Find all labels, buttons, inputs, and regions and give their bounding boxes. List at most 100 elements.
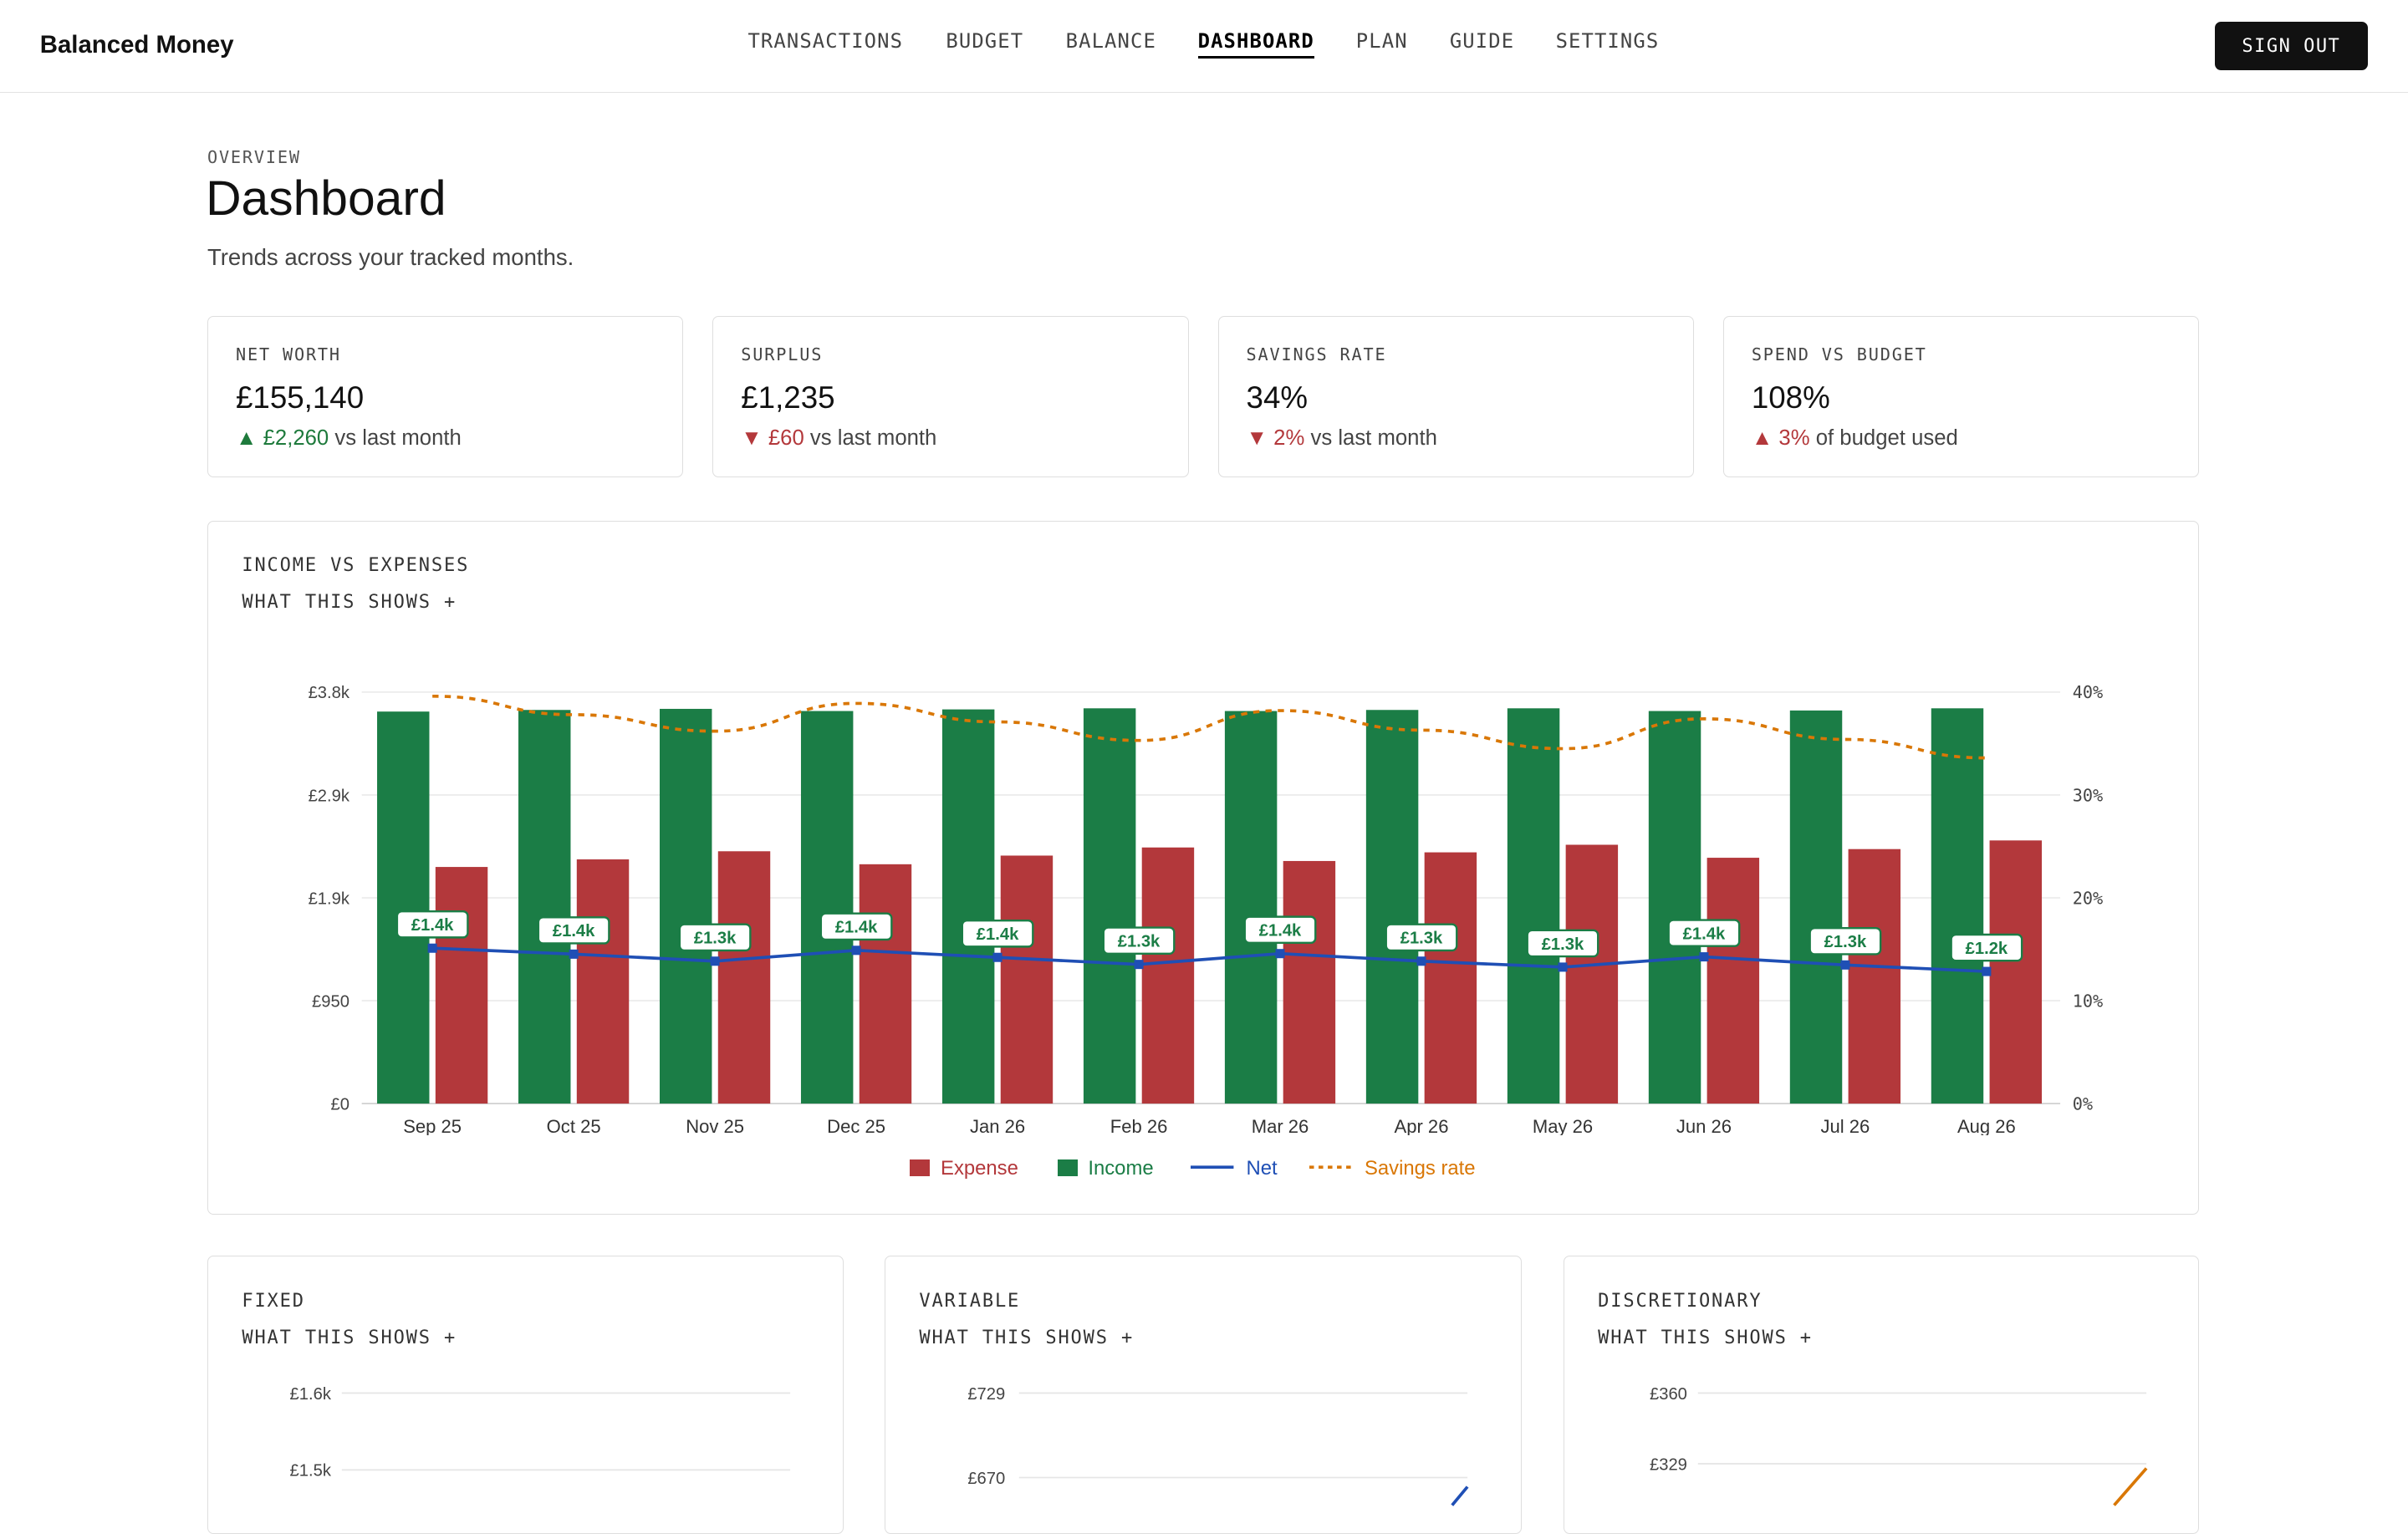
expense-bar <box>1565 844 1619 1103</box>
kpi-card-surplus: SURPLUS £1,235 ▼ £60 vs last month <box>712 316 1189 478</box>
kpi-delta: ▼ 2% vs last month <box>1247 426 1437 451</box>
panel-title: VARIABLE <box>919 1290 1021 1312</box>
kpi-label: SAVINGS RATE <box>1246 344 1387 365</box>
income-bar <box>376 711 430 1103</box>
x-tick-label: May 26 <box>1533 1116 1593 1136</box>
x-tick-label: Sep 25 <box>403 1116 462 1136</box>
legend-expense[interactable]: Expense <box>910 1157 1018 1180</box>
nav-plan[interactable]: PLAN <box>1355 28 1408 53</box>
net-data-label: £1.4k <box>835 918 878 936</box>
legend-savings-dashed-icon <box>1309 1165 1353 1169</box>
nav-transactions[interactable]: TRANSACTIONS <box>747 28 904 53</box>
net-data-label-box <box>819 912 893 940</box>
x-tick-label: Dec 25 <box>827 1116 885 1136</box>
what-this-shows-toggle[interactable]: WHAT THIS SHOWS + <box>242 1327 457 1348</box>
legend-label: Expense <box>941 1157 1018 1180</box>
y-tick-label: £670 <box>967 1470 1005 1488</box>
chart-legend: Expense Income Net Savings rate <box>910 1157 1554 1185</box>
legend-label: Net <box>1246 1157 1278 1180</box>
y-tick-label: £1.9k <box>309 889 350 908</box>
expense-bar <box>1989 839 2042 1103</box>
y-tick-label: £1.5k <box>289 1462 331 1480</box>
income-bar <box>659 708 712 1103</box>
page-eyebrow: OVERVIEW <box>207 147 301 168</box>
discretionary-panel: DISCRETIONARY WHAT THIS SHOWS + £360 £32… <box>1563 1256 2200 1534</box>
net-data-label: £1.4k <box>411 916 454 935</box>
top-bar: Balanced Money TRANSACTIONS BUDGET BALAN… <box>0 0 2408 94</box>
sign-out-button[interactable]: SIGN OUT <box>2214 21 2369 71</box>
income-vs-expenses-panel: INCOME VS EXPENSES WHAT THIS SHOWS + £0 0… <box>207 520 2200 1215</box>
what-this-shows-toggle[interactable]: WHAT THIS SHOWS + <box>242 592 457 614</box>
kpi-delta-suffix: of budget used <box>1815 426 1958 450</box>
net-point <box>1275 948 1285 958</box>
kpi-delta-value: £60 <box>768 426 804 450</box>
x-tick-label: Jan 26 <box>970 1116 1025 1136</box>
x-tick-label: Jul 26 <box>1820 1116 1870 1136</box>
net-data-label-box <box>678 923 752 951</box>
net-data-label: £1.3k <box>1542 935 1584 953</box>
x-tick-label: Apr 26 <box>1394 1116 1448 1136</box>
kpi-delta-suffix: vs last month <box>1310 426 1437 450</box>
panel-title: FIXED <box>242 1290 305 1312</box>
x-tick-label: Feb 26 <box>1110 1116 1168 1136</box>
kpi-value: £155,140 <box>236 380 365 415</box>
x-tick-label: Oct 25 <box>547 1116 601 1136</box>
expense-bar <box>1141 847 1195 1103</box>
y2-tick-label: 20% <box>2073 888 2103 908</box>
what-this-shows-toggle[interactable]: WHAT THIS SHOWS + <box>1598 1327 1813 1348</box>
net-data-label-box <box>1526 929 1599 957</box>
net-data-label-box <box>961 919 1034 948</box>
net-data-label-box <box>1950 933 2023 962</box>
kpi-card-net-worth: NET WORTH £155,140 ▲ £2,260 vs last mont… <box>207 316 684 478</box>
expense-bar <box>1000 855 1054 1103</box>
kpi-delta-value: 2% <box>1273 426 1305 450</box>
net-point <box>710 956 720 966</box>
net-data-label: £1.3k <box>1824 933 1867 951</box>
y2-tick-label: 10% <box>2073 991 2103 1011</box>
net-point <box>427 943 437 953</box>
income-vs-expenses-chart: £0 0% £950 10% £1.9k 20% £2.9k 30% £3.8k 40% Sep 2… <box>309 682 2104 1136</box>
net-data-label-box <box>395 910 469 939</box>
variable-series-line <box>1451 1486 1469 1507</box>
legend-savings-rate[interactable]: Savings rate <box>1309 1157 1476 1180</box>
y2-tick-label: 0% <box>2073 1093 2093 1114</box>
trend-down-icon: ▼ <box>741 426 763 450</box>
net-point <box>1699 951 1709 961</box>
net-data-label-box <box>1667 918 1741 947</box>
kpi-label: SPEND VS BUDGET <box>1751 344 1927 365</box>
kpi-delta-value: £2,260 <box>263 426 329 450</box>
net-data-label: £1.4k <box>1259 921 1302 940</box>
expense-bar <box>435 866 488 1103</box>
net-point <box>1134 959 1144 969</box>
expense-bar <box>859 864 912 1103</box>
nav-budget[interactable]: BUDGET <box>946 28 1024 53</box>
net-point <box>569 949 579 959</box>
page-subtitle: Trends across your tracked months. <box>207 244 574 271</box>
nav-settings[interactable]: SETTINGS <box>1555 28 1660 53</box>
y2-tick-label: 30% <box>2073 785 2103 805</box>
legend-income[interactable]: Income <box>1057 1157 1154 1180</box>
net-point <box>851 945 861 955</box>
panel-title: DISCRETIONARY <box>1598 1290 1763 1312</box>
nav-guide[interactable]: GUIDE <box>1449 28 1515 53</box>
x-tick-label: Jun 26 <box>1676 1116 1732 1136</box>
net-line <box>432 946 1987 973</box>
legend-income-swatch <box>1057 1159 1078 1176</box>
app-logo[interactable]: Balanced Money <box>39 30 234 59</box>
net-point <box>1840 960 1850 970</box>
y-tick-label: £329 <box>1650 1456 1687 1475</box>
nav-dashboard[interactable]: DASHBOARD <box>1197 29 1314 59</box>
legend-net[interactable]: Net <box>1191 1157 1278 1180</box>
nav-balance[interactable]: BALANCE <box>1065 28 1156 53</box>
income-bar <box>941 709 995 1103</box>
y-tick-label: £3.8k <box>309 684 350 702</box>
discretionary-chart: £360 £329 <box>1650 1385 2148 1507</box>
what-this-shows-toggle[interactable]: WHAT THIS SHOWS + <box>919 1327 1135 1348</box>
kpi-value: 34% <box>1246 380 1309 415</box>
legend-label: Income <box>1088 1157 1154 1180</box>
expense-bar <box>1707 857 1760 1103</box>
kpi-value: 108% <box>1751 380 1830 415</box>
x-tick-label: Aug 26 <box>1957 1116 2016 1136</box>
income-bar <box>1224 711 1278 1103</box>
y-tick-label: £2.9k <box>309 787 350 805</box>
